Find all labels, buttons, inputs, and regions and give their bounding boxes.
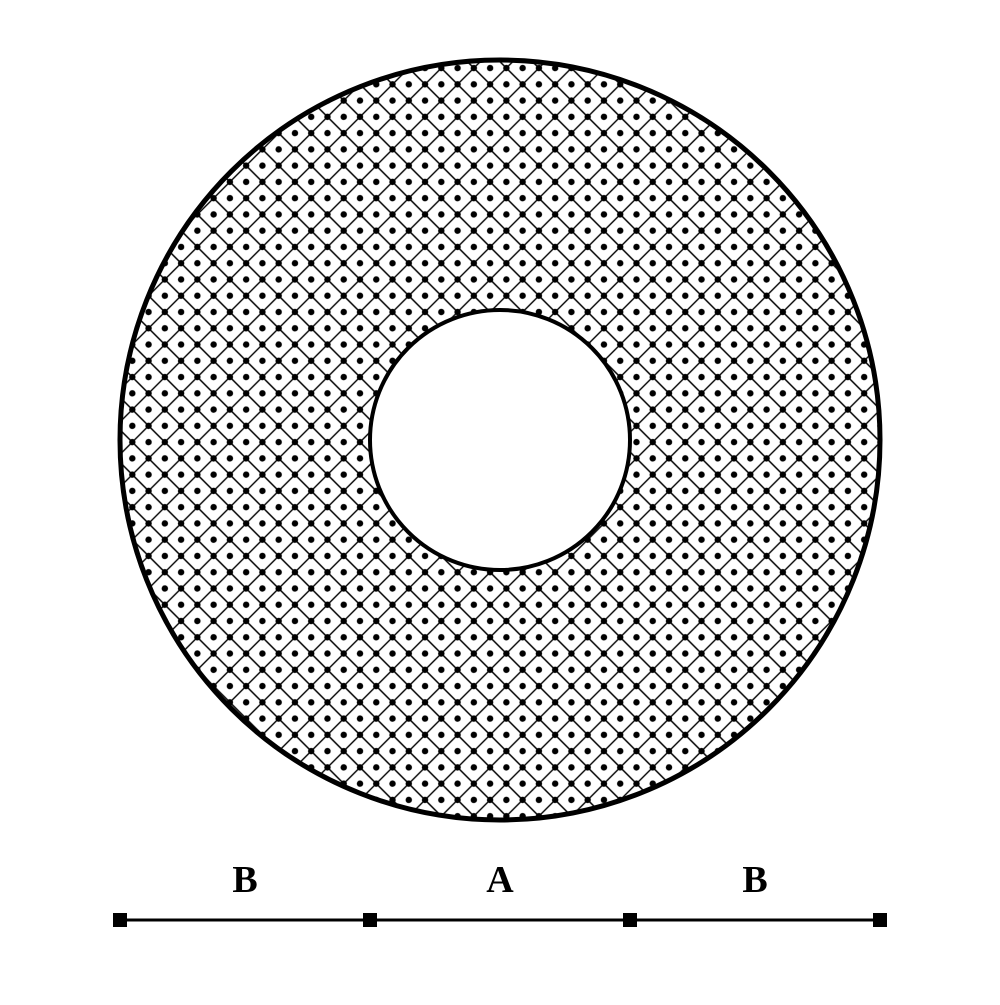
dimension-label-A: A: [486, 859, 514, 901]
dimension-label-B-right: B: [742, 859, 767, 901]
dimension-tick: [113, 913, 127, 927]
dimension-tick: [873, 913, 887, 927]
dimension-tick: [363, 913, 377, 927]
annulus-cross-section-diagram: BAB: [0, 0, 1000, 1000]
dimension-tick: [623, 913, 637, 927]
hatched-annulus-fill: [0, 0, 1000, 1000]
dimension-label-B-left: B: [232, 859, 257, 901]
